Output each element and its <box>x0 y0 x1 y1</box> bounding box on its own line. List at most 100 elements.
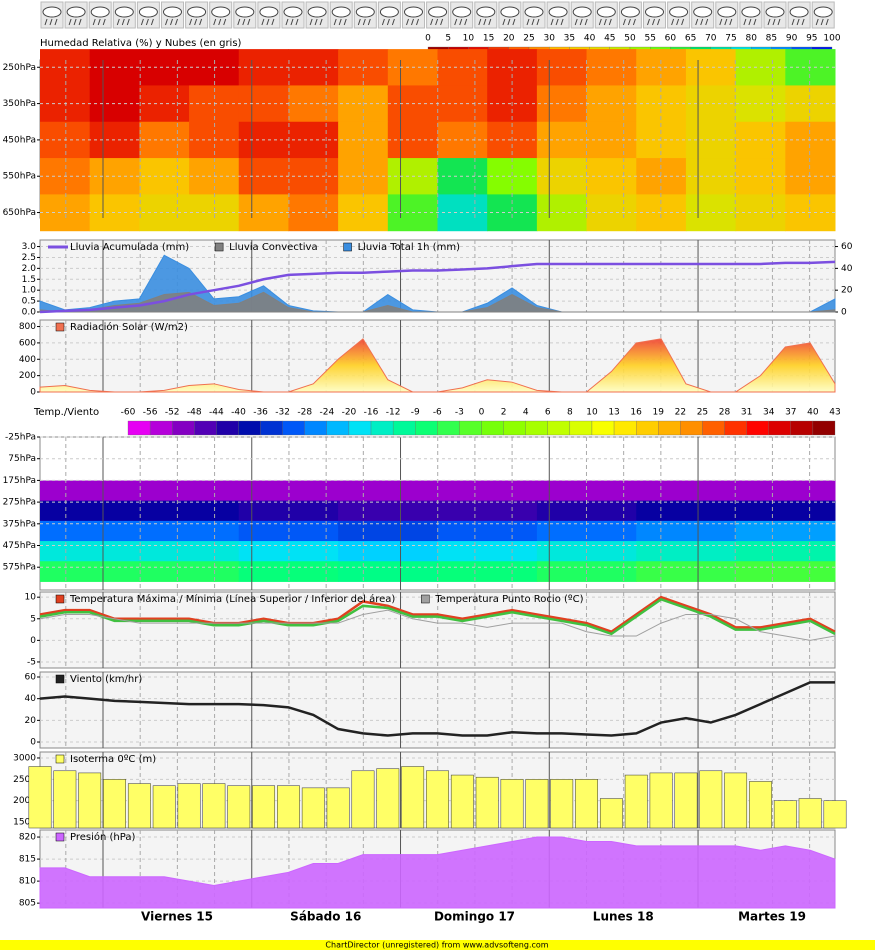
y2-tick-label: 0 <box>841 308 847 318</box>
panel-title: Temp./Viento <box>33 407 99 418</box>
icon-cloud <box>717 6 737 18</box>
icon-cloud <box>138 6 158 18</box>
y-tick-label: 800 <box>19 322 36 332</box>
bar <box>202 783 226 829</box>
x-tick-label: Martes 19 <box>738 910 806 924</box>
legend-label: Lluvia Convectiva <box>229 242 317 253</box>
heat-cell <box>735 520 836 542</box>
colorbar-cell <box>569 420 593 436</box>
legend-swatch <box>214 242 224 252</box>
heat-cell <box>685 49 737 86</box>
icon-rain <box>454 18 468 26</box>
heat-cell <box>735 500 836 522</box>
line <box>39 681 835 737</box>
heat-cell <box>238 480 339 502</box>
icon-cloud <box>235 6 255 18</box>
y-tick-label: 350hPa <box>3 99 36 109</box>
icon-rain <box>767 18 781 26</box>
y-tick-label: 575hPa <box>3 563 36 573</box>
heat-cell <box>735 541 836 562</box>
heat-cell <box>338 500 438 522</box>
colorbar-label: 13 <box>608 408 619 418</box>
y-tick-label: 5 <box>30 614 36 624</box>
x-tick-label: Viernes 15 <box>141 910 213 924</box>
icon-rain <box>550 18 564 26</box>
colorbar-label: 35 <box>564 34 575 44</box>
y-tick-label: 1.5 <box>22 275 36 285</box>
legend-label: Isoterma 0ºC (m) <box>70 754 156 765</box>
colorbar-cell <box>746 420 769 436</box>
icon-rain <box>478 18 492 26</box>
colorbar-label: -9 <box>411 408 420 418</box>
heat-cell <box>139 49 190 86</box>
area <box>39 836 836 909</box>
bar <box>798 798 822 829</box>
heat-cell <box>40 480 140 502</box>
heat-cell <box>636 480 737 502</box>
colorbar-cell <box>149 420 173 436</box>
colorbar-label: 95 <box>806 34 817 44</box>
y-tick-label: 2.0 <box>22 264 37 274</box>
colorbar-cell <box>459 420 482 436</box>
bar <box>401 766 425 829</box>
colorbar-label: 40 <box>807 408 819 418</box>
heat-cell <box>40 561 140 582</box>
icon-cloud <box>645 6 664 18</box>
colorbar-label: -3 <box>455 408 464 418</box>
y-tick-label: 400 <box>19 355 36 365</box>
y-tick-label: 1.0 <box>22 286 37 296</box>
heat-cell <box>536 500 637 522</box>
icon-rain <box>309 18 323 26</box>
colorbar-cell <box>503 420 526 436</box>
y-tick-label: 0.0 <box>22 308 37 318</box>
icon-rain <box>695 18 709 26</box>
bar <box>28 766 52 829</box>
bar <box>823 800 847 829</box>
footer-bar <box>0 940 875 950</box>
bar <box>326 787 350 829</box>
y-tick-label: -25hPa <box>5 433 36 443</box>
colorbar-label: 8 <box>567 408 573 418</box>
icon-cloud <box>187 6 207 18</box>
bar <box>252 785 276 829</box>
colorbar-label: 0 <box>479 408 485 418</box>
y2-tick-label: 40 <box>841 264 853 274</box>
heat-cell <box>338 480 438 502</box>
icon-cloud <box>259 6 279 18</box>
icon-rain <box>44 18 58 26</box>
icon-rain <box>719 18 733 26</box>
icon-cloud <box>42 6 62 18</box>
icon-rain <box>598 18 612 26</box>
icon-cloud <box>452 6 472 18</box>
colorbar-cell <box>216 420 239 436</box>
bar <box>674 772 698 829</box>
heat-cell <box>487 194 538 232</box>
icon-rain <box>622 18 636 26</box>
heat-cell <box>139 541 240 562</box>
colorbar-cell <box>415 420 438 436</box>
heat-cell <box>437 541 538 562</box>
icon-rain <box>116 18 130 26</box>
colorbar-cell <box>702 420 725 436</box>
icon-rain <box>381 18 395 26</box>
heat-cell <box>437 480 538 502</box>
heat-cell <box>288 121 339 159</box>
legend-swatch <box>55 674 65 684</box>
footer: ChartDirector (unregistered) from www.ad… <box>325 941 548 950</box>
colorbar-label: 30 <box>543 34 555 44</box>
y-tick-label: 3.0 <box>22 242 37 252</box>
icon-rain <box>791 18 805 26</box>
colorbar-label: -52 <box>165 408 180 418</box>
line <box>39 260 836 314</box>
bar <box>376 768 400 829</box>
heat-cell <box>536 480 637 502</box>
icon-rain <box>285 18 299 26</box>
colorbar-label: -36 <box>253 408 268 418</box>
colorbar-label: 20 <box>503 34 515 44</box>
y-tick-label: 0.5 <box>22 297 36 307</box>
y-tick-label: 475hPa <box>3 541 36 551</box>
colorbar-label: -24 <box>319 408 334 418</box>
heat-cell <box>735 480 836 502</box>
icon-rain <box>237 18 251 26</box>
